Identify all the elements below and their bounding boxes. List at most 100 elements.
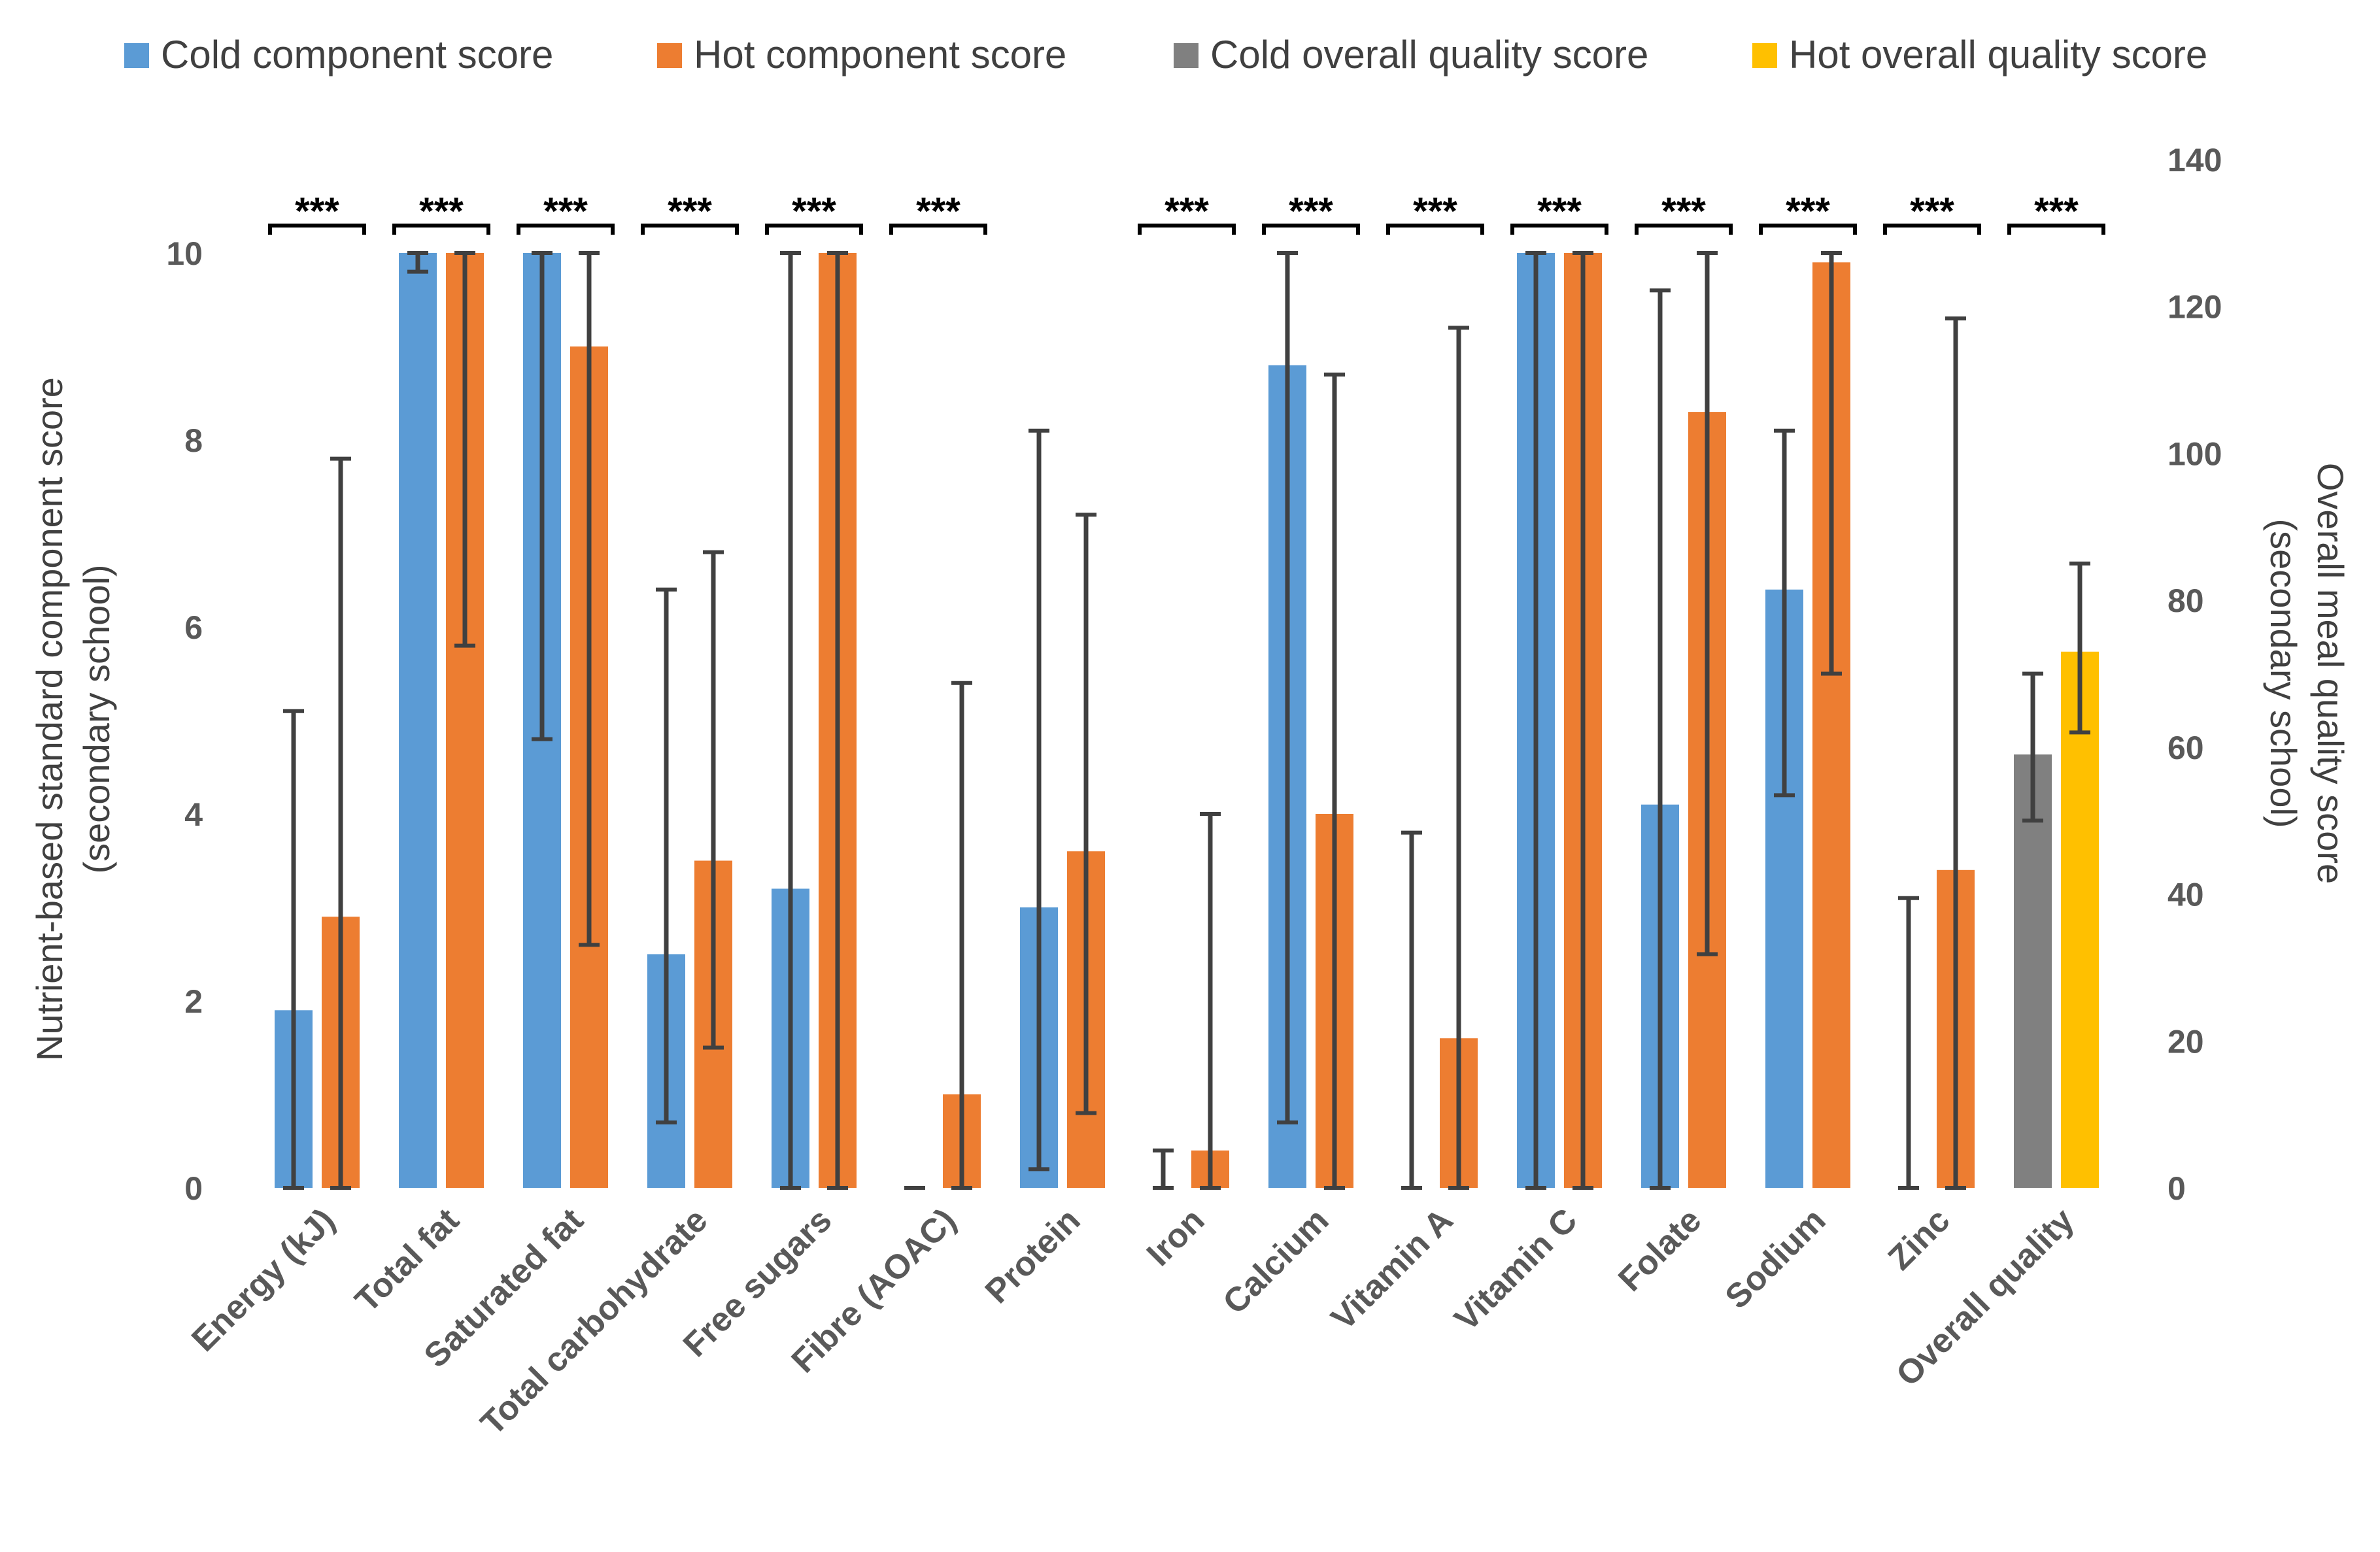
significance-bracket-12: *** [1635,190,1733,235]
y-axis-left: 0 2 4 6 8 10 [166,235,203,1207]
x-tick-label: Iron [1140,1201,1212,1273]
error-bar-2-7 [1076,513,1096,1115]
x-tick-label: Vitamin A [1324,1201,1461,1338]
significance-bracket-6: *** [889,190,987,235]
legend-swatch [657,43,682,68]
significance-bracket-3: *** [517,190,615,235]
significance-label: *** [1537,190,1582,233]
bar-4-15 [2061,651,2099,1188]
y-tick-label: 10 [166,235,203,272]
significance-label: *** [1910,190,1954,233]
significance-markers: *** *** *** *** *** *** *** *** *** *** *** *** *** *… [268,190,2105,235]
y-axis-right: 0 20 40 60 80 100 120 140 [2168,142,2222,1207]
error-bar-2-5 [827,251,848,1190]
x-tick-label: Total carbohydrate [473,1201,715,1442]
legend-swatch [124,43,149,68]
x-tick-label: Total fat [348,1201,466,1319]
significance-label: *** [1289,190,1333,233]
y2-tick-label: 100 [2168,435,2222,472]
significance-bracket-14: *** [1883,190,1981,235]
y2-axis-title-line: (secondary school) [2263,518,2304,828]
error-bar-1-4 [656,587,677,1124]
y-tick-label: 4 [184,796,203,833]
x-tick-label: Folate [1611,1201,1708,1298]
y-axis-title-line: Nutrient-based standard component score [29,377,70,1061]
x-tick-label: Energy (kJ) [184,1201,342,1358]
significance-bracket-4: *** [641,190,739,235]
error-bar-1-9 [1277,251,1298,1124]
error-bar-1-14 [1898,896,1919,1190]
legend-label: Hot component score [694,33,1066,76]
significance-bracket-13: *** [1759,190,1857,235]
error-bar-2-2 [454,251,475,648]
error-bar-2-11 [1572,251,1593,1190]
error-bar-2-8 [1200,812,1221,1190]
error-bar-2-13 [1821,251,1842,676]
x-tick-label: Protein [978,1201,1088,1311]
significance-label: *** [792,190,836,233]
y-tick-label: 2 [184,983,203,1020]
error-bar-1-2 [407,251,428,274]
significance-label: *** [419,190,464,233]
legend: Cold component score Hot component score C… [124,33,2207,76]
significance-label: *** [1661,190,1706,233]
error-bar-1-5 [780,251,801,1190]
legend-swatch [1174,43,1198,68]
error-bar-1-7 [1028,428,1049,1172]
y2-tick-label: 20 [2168,1023,2204,1060]
x-tick-label: Vitamin C [1448,1201,1585,1338]
x-tick-label: Calcium [1216,1201,1336,1321]
legend-label: Cold overall quality score [1210,33,1648,76]
y-axis-title-line: (secondary school) [76,564,117,873]
legend-item-2: Hot component score [657,33,1066,76]
error-bar-1-1 [283,709,304,1190]
error-bar-1-11 [1525,251,1546,1190]
error-bar-4-15 [2069,561,2090,735]
y-tick-label: 0 [184,1170,203,1207]
y-tick-label: 6 [184,609,203,646]
error-bar-1-12 [1650,288,1671,1190]
error-bar-2-6 [951,681,972,1190]
error-bar-2-3 [579,251,600,947]
legend-item-1: Cold component score [124,33,553,76]
y2-axis-title: Overall meal quality score(secondary sch… [2263,463,2351,884]
legend-item-4: Hot overall quality score [1752,33,2207,76]
error-bar-3-15 [2022,671,2043,823]
y2-axis-title-line: Overall meal quality score [2310,463,2351,884]
error-bar-2-14 [1945,316,1966,1190]
y2-tick-label: 80 [2168,582,2204,619]
significance-bracket-10: *** [1386,190,1484,235]
significance-label: *** [1786,190,1830,233]
error-bar-2-12 [1697,251,1718,956]
bar-3-15 [2014,754,2052,1188]
significance-label: *** [668,190,712,233]
legend-swatch [1752,43,1777,68]
significance-label: *** [295,190,339,233]
y2-tick-label: 0 [2168,1170,2186,1207]
x-tick-label: Zinc [1881,1201,1958,1277]
legend-item-3: Cold overall quality score [1174,33,1648,76]
significance-bracket-5: *** [765,190,863,235]
legend-label: Hot overall quality score [1789,33,2207,76]
significance-bracket-8: *** [1138,190,1236,235]
error-bar-1-8 [1153,1148,1174,1190]
y-tick-label: 8 [184,422,203,459]
legend-label: Cold component score [161,33,553,76]
significance-bracket-2: *** [392,190,490,235]
error-bar-2-9 [1324,372,1345,1190]
y-axis-title: Nutrient-based standard component score(… [29,377,117,1061]
axis-titles: Nutrient-based standard component score(… [29,377,2351,1061]
error-bar-1-13 [1774,428,1795,798]
error-bar-2-1 [330,456,351,1190]
error-bar-1-3 [532,251,552,741]
x-tick-label: Sodium [1718,1201,1833,1316]
significance-bracket-11: *** [1510,190,1608,235]
significance-label: *** [1413,190,1457,233]
significance-label: *** [2034,190,2079,233]
error-bar-2-4 [703,550,724,1050]
error-bars [283,251,2090,1190]
y2-tick-label: 140 [2168,142,2222,178]
y2-tick-label: 120 [2168,289,2222,326]
